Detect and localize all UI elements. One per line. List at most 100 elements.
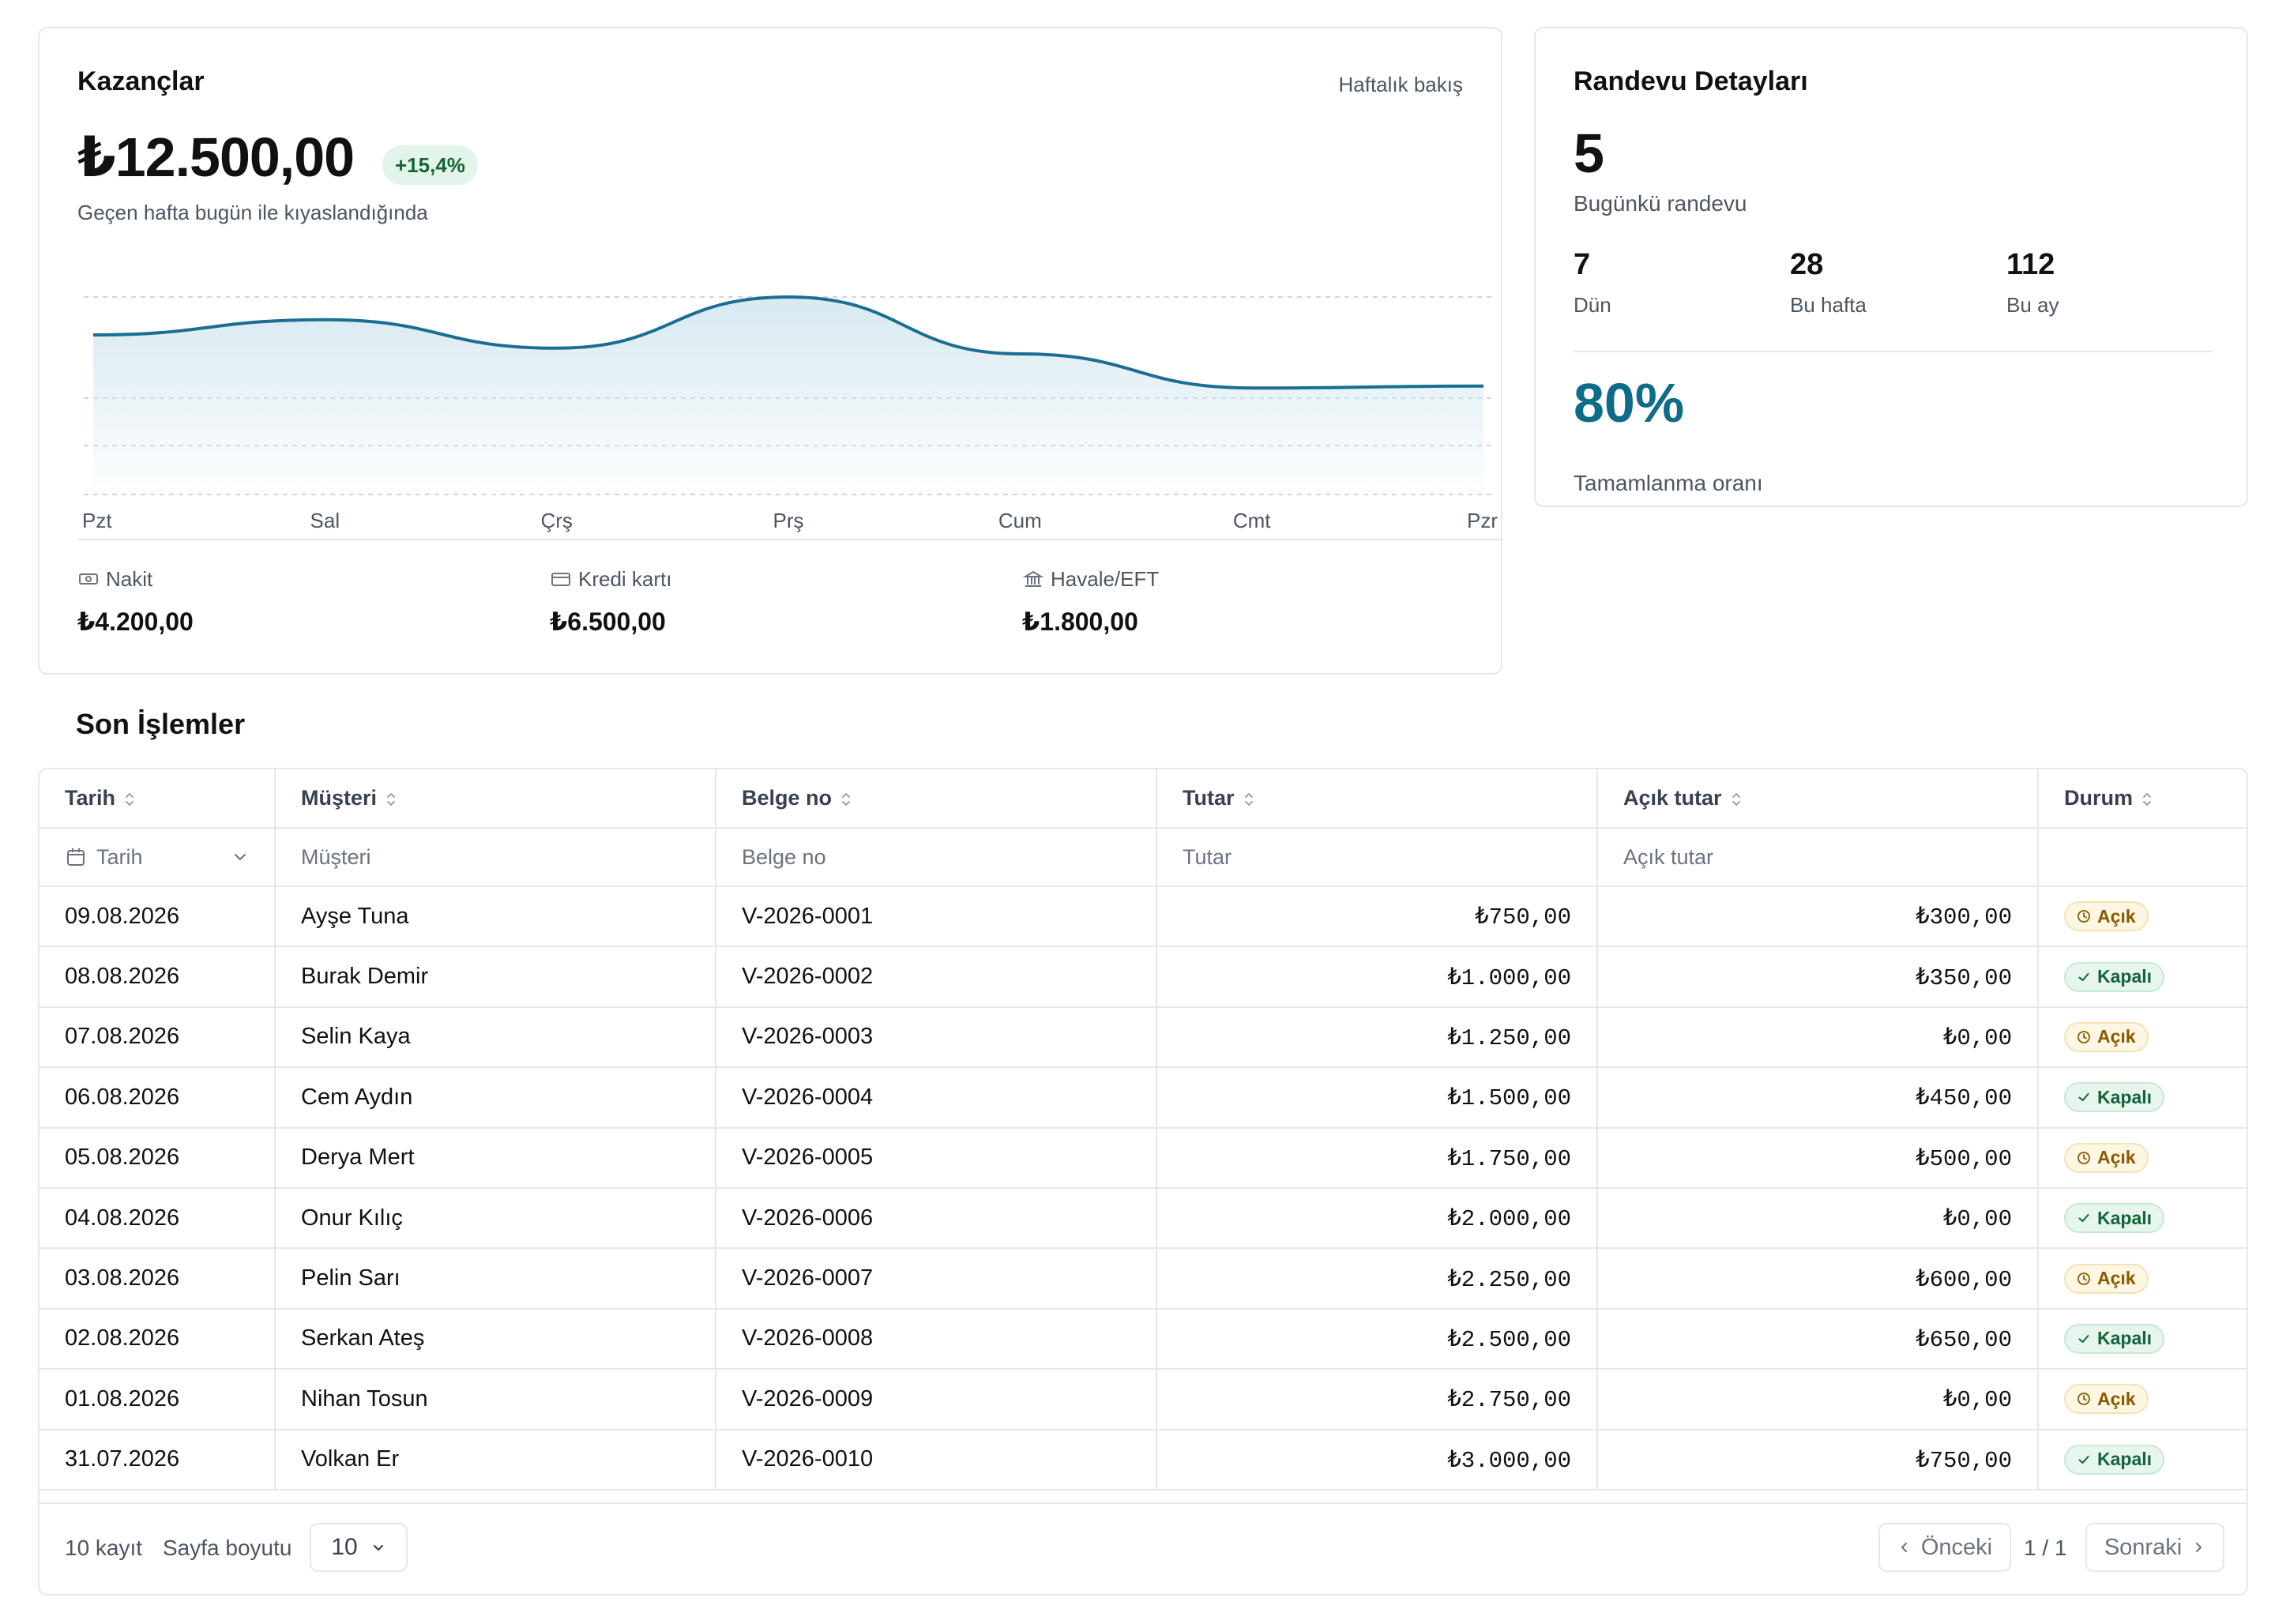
- cell-amount: ₺3.000,00: [1156, 1429, 1598, 1491]
- page-size-select[interactable]: 10: [310, 1523, 408, 1572]
- table-row[interactable]: 03.08.2026 Pelin Sarı V-2026-0007 ₺2.250,00…: [39, 1248, 2247, 1310]
- column-header-label: Durum: [2064, 786, 2133, 810]
- cell-doc: V-2026-0008: [716, 1308, 1157, 1370]
- x-tick-label: Prş: [773, 509, 804, 532]
- table-row[interactable]: 08.08.2026 Burak Demir V-2026-0002 ₺1.000,0…: [39, 946, 2247, 1008]
- status-badge: Açık: [2064, 1021, 2149, 1052]
- stat-this-month: 112 Bu ay: [2006, 248, 2059, 318]
- table-row[interactable]: 06.08.2026 Cem Aydın V-2026-0004 ₺1.500,00 ₺…: [39, 1067, 2247, 1129]
- sort-icon: [2143, 792, 2151, 806]
- status-badge: Açık: [2064, 1142, 2149, 1173]
- cell-status: Açık: [2038, 886, 2247, 948]
- earnings-card: Kazançlar Haftalık bakış ₺12.500,00 +15,…: [38, 27, 1502, 675]
- filter-placeholder: Tarih: [96, 844, 143, 869]
- stat-label: Dün: [1574, 293, 1611, 317]
- column-header[interactable]: Tutar: [1156, 769, 1598, 829]
- clock-icon: [2078, 1031, 2090, 1043]
- x-tick-label: Sal: [310, 509, 340, 532]
- cell-open-amount: ₺350,00: [1597, 946, 2039, 1008]
- status-badge: Açık: [2064, 1263, 2149, 1294]
- column-header[interactable]: Müşteri: [275, 769, 716, 829]
- cell-customer: Ayşe Tuna: [275, 886, 716, 948]
- filter-placeholder: Müşteri: [301, 844, 371, 869]
- clock-icon: [2078, 1151, 2090, 1164]
- table-row[interactable]: 04.08.2026 Onur Kılıç V-2026-0006 ₺2.000,00…: [39, 1187, 2247, 1250]
- cell-open-amount: ₺450,00: [1597, 1067, 2039, 1129]
- date-filter[interactable]: Tarih: [39, 828, 276, 887]
- cell-amount: ₺1.000,00: [1156, 946, 1598, 1008]
- earnings-total: ₺12.500,00: [77, 126, 355, 188]
- column-header-label: Açık tutar: [1623, 786, 1722, 810]
- cell-status: Kapalı: [2038, 1429, 2247, 1491]
- completion-label: Tamamlanma oranı: [1574, 471, 1763, 495]
- column-header-label: Tutar: [1183, 786, 1235, 810]
- status-badge: Kapalı: [2064, 1323, 2165, 1354]
- cell-date: 06.08.2026: [39, 1067, 276, 1129]
- status-badge: Açık: [2064, 1384, 2149, 1415]
- filter-input[interactable]: Müşteri: [275, 828, 716, 887]
- chevron-down-icon: [235, 854, 246, 860]
- chevron-down-icon: [373, 1544, 383, 1551]
- cell-open-amount: ₺600,00: [1597, 1248, 2039, 1310]
- status-badge: Kapalı: [2064, 1082, 2165, 1113]
- next-page-button[interactable]: Sonraki: [2085, 1523, 2224, 1572]
- appointments-title: Randevu Detayları: [1574, 66, 1808, 96]
- table-row[interactable]: 07.08.2026 Selin Kaya V-2026-0003 ₺1.250,00…: [39, 1006, 2247, 1069]
- cell-open-amount: ₺750,00: [1597, 1429, 2039, 1491]
- check-icon: [2078, 972, 2089, 981]
- cell-customer: Serkan Ateş: [275, 1308, 716, 1370]
- cell-date: 31.07.2026: [39, 1429, 276, 1491]
- stat-label: Bu ay: [2006, 293, 2059, 317]
- sort-icon: [1244, 792, 1253, 806]
- sort-icon: [387, 792, 396, 806]
- sort-icon: [126, 792, 134, 806]
- column-header[interactable]: Durum: [2038, 769, 2247, 829]
- payment-cash: Nakit ₺4.200,00: [77, 566, 194, 637]
- chevron-right-icon: [2196, 1543, 2202, 1552]
- cell-open-amount: ₺650,00: [1597, 1308, 2039, 1370]
- cell-open-amount: ₺500,00: [1597, 1127, 2039, 1189]
- filter-input[interactable]: Belge no: [716, 828, 1157, 887]
- bank-icon: [1022, 570, 1044, 587]
- payment-value: ₺6.500,00: [550, 607, 666, 636]
- x-tick-label: Pzr: [1467, 509, 1498, 532]
- cell-amount: ₺2.750,00: [1156, 1369, 1598, 1430]
- x-tick-label: Cum: [998, 509, 1042, 532]
- cell-doc: V-2026-0001: [716, 886, 1157, 948]
- stat-value: 112: [2006, 248, 2055, 281]
- check-icon: [2078, 1093, 2089, 1102]
- cell-customer: Derya Mert: [275, 1127, 716, 1189]
- clock-icon: [2078, 910, 2090, 923]
- cell-amount: ₺1.250,00: [1156, 1006, 1598, 1069]
- cash-icon: [79, 573, 98, 585]
- transactions-table: Tarih Müşteri Belge no Tutar Açık tutar Durum…: [38, 768, 2248, 1596]
- filter-input[interactable]: Açık tutar: [1597, 828, 2039, 887]
- column-header[interactable]: Tarih: [39, 769, 276, 829]
- table-row[interactable]: 31.07.2026 Volkan Er V-2026-0010 ₺3.000,00 ₺…: [39, 1429, 2247, 1491]
- status-label: Kapalı: [2097, 1207, 2153, 1228]
- column-header[interactable]: Belge no: [716, 769, 1157, 829]
- cell-date: 01.08.2026: [39, 1369, 276, 1430]
- filter-input[interactable]: Tutar: [1156, 828, 1598, 887]
- cell-status: Kapalı: [2038, 1187, 2247, 1250]
- status-label: Açık: [2097, 1026, 2136, 1047]
- earnings-title: Kazançlar: [77, 66, 205, 96]
- prev-label: Önceki: [1920, 1534, 1993, 1560]
- cell-date: 04.08.2026: [39, 1187, 276, 1250]
- table-footer: 10 kayıt Sayfa boyutu 10 Önceki 1 / 1 So…: [39, 1502, 2247, 1594]
- table-row[interactable]: 05.08.2026 Derya Mert V-2026-0005 ₺1.750,00…: [39, 1127, 2247, 1189]
- page-size-label: Sayfa boyutu: [163, 1536, 292, 1560]
- table-row[interactable]: 02.08.2026 Serkan Ateş V-2026-0008 ₺2.500,0…: [39, 1308, 2247, 1370]
- status-badge: Açık: [2064, 901, 2149, 932]
- column-header[interactable]: Açık tutar: [1597, 769, 2039, 829]
- check-icon: [2078, 1214, 2089, 1223]
- cell-status: Kapalı: [2038, 1067, 2247, 1129]
- cell-status: Kapalı: [2038, 1308, 2247, 1370]
- appointments-divider: [1574, 351, 2212, 352]
- cell-amount: ₺2.250,00: [1156, 1248, 1598, 1310]
- table-row[interactable]: 09.08.2026 Ayşe Tuna V-2026-0001 ₺750,00 ₺30…: [39, 886, 2247, 948]
- sort-icon: [842, 792, 851, 806]
- table-row[interactable]: 01.08.2026 Nihan Tosun V-2026-0009 ₺2.750,0…: [39, 1369, 2247, 1430]
- filter-placeholder: Belge no: [742, 844, 826, 869]
- prev-page-button[interactable]: Önceki: [1878, 1523, 2011, 1572]
